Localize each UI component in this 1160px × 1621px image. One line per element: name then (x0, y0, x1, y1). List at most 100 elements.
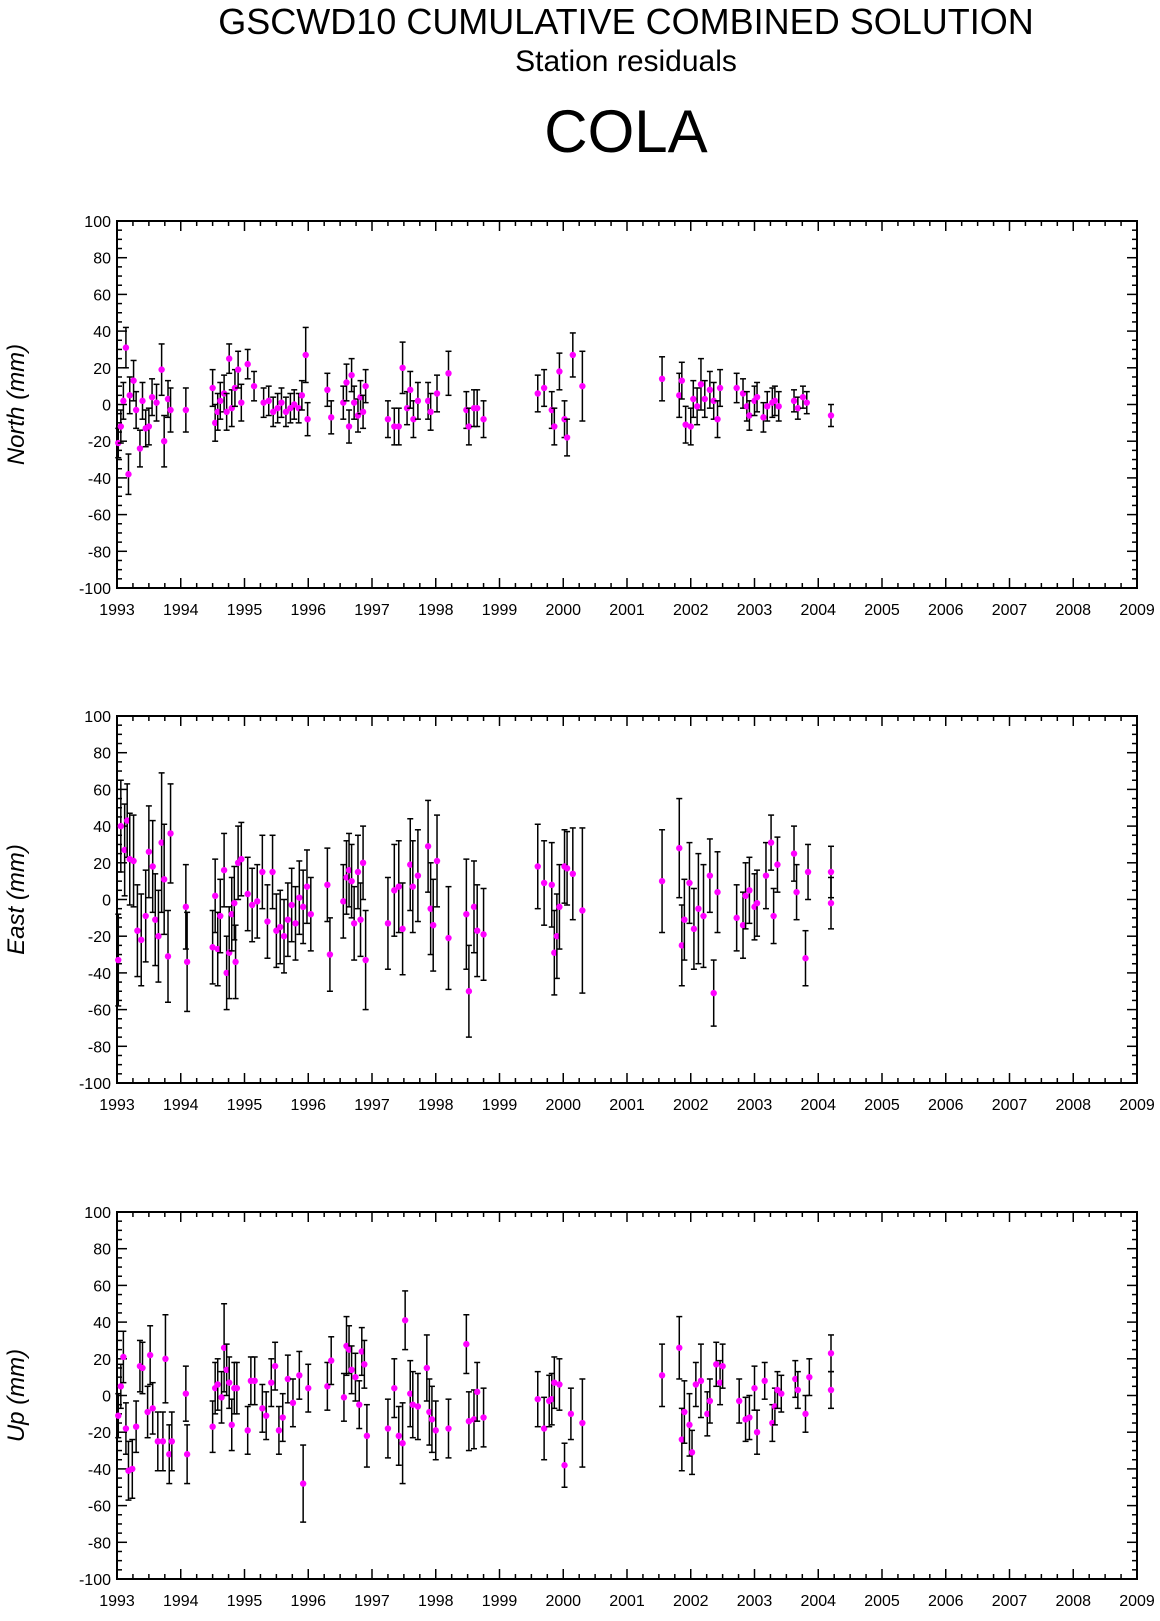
y-tick-label: -80 (88, 1039, 111, 1056)
data-point (223, 392, 230, 431)
marker (124, 817, 131, 824)
data-point (799, 385, 807, 409)
x-tick-label: 1994 (163, 602, 199, 619)
marker (395, 883, 402, 890)
marker (407, 1390, 414, 1397)
data-point (345, 832, 353, 908)
y-tick-label: 0 (102, 1389, 111, 1406)
data-point (804, 843, 812, 901)
y-tick-label: 80 (93, 746, 111, 763)
y-tick-label: -100 (79, 1572, 111, 1589)
data-point (579, 827, 586, 994)
marker (328, 1357, 335, 1364)
data-point (733, 372, 740, 404)
marker (244, 890, 251, 898)
marker (279, 1414, 286, 1421)
marker (534, 1395, 541, 1403)
marker (827, 1350, 835, 1357)
marker (399, 1440, 406, 1447)
marker (117, 423, 125, 430)
data-point (340, 1372, 348, 1422)
data-point (746, 1394, 753, 1441)
station-name: COLA (544, 98, 707, 165)
marker (274, 404, 281, 412)
marker (345, 423, 353, 430)
marker (579, 1419, 586, 1427)
marker (231, 899, 238, 907)
data-point (391, 843, 398, 937)
marker (166, 1451, 173, 1458)
marker (182, 903, 190, 911)
data-point (806, 1358, 813, 1397)
marker (352, 1373, 359, 1381)
data-point (534, 823, 541, 910)
marker (289, 1399, 297, 1407)
marker (540, 1425, 548, 1432)
marker (579, 382, 586, 390)
data-point (284, 882, 292, 958)
marker (391, 423, 398, 430)
marker (183, 958, 191, 966)
marker (233, 1384, 241, 1392)
marker (548, 1395, 555, 1403)
data-point (695, 852, 702, 965)
marker (706, 1397, 714, 1405)
x-tick-label: 2002 (673, 1097, 709, 1114)
data-point (217, 878, 224, 954)
marker (774, 861, 781, 868)
data-point (214, 1358, 221, 1411)
data-point (764, 390, 771, 422)
marker (551, 1379, 558, 1386)
marker (282, 408, 290, 416)
data-point (409, 1370, 416, 1439)
data-point (563, 418, 571, 457)
data-point (658, 356, 666, 402)
data-point (350, 885, 358, 961)
marker (746, 412, 753, 419)
data-point (433, 814, 441, 908)
marker (217, 397, 224, 405)
y-tick-label: -40 (88, 1462, 111, 1479)
marker (681, 916, 688, 923)
data-point (162, 1314, 169, 1404)
marker (534, 863, 541, 870)
marker (269, 868, 276, 876)
marker (120, 1353, 127, 1361)
marker (794, 1386, 802, 1394)
data-point (774, 836, 781, 893)
x-tick-label: 2009 (1119, 1593, 1155, 1610)
y-tick-label: -20 (88, 1425, 111, 1442)
data-point (395, 407, 402, 446)
data-point (304, 401, 311, 437)
data-point (676, 1315, 683, 1380)
marker (217, 912, 224, 920)
x-tick-label: 2009 (1119, 1097, 1155, 1114)
data-point (129, 1438, 136, 1500)
data-point (802, 1394, 809, 1433)
marker (384, 1425, 392, 1432)
marker (409, 883, 416, 890)
x-tick-label: 1994 (163, 1097, 199, 1114)
marker (326, 951, 334, 958)
data-point (359, 825, 367, 901)
data-point (733, 884, 740, 952)
data-point (209, 1400, 216, 1454)
y-tick-label: 20 (93, 1352, 111, 1369)
data-point (701, 379, 708, 419)
data-point (160, 414, 168, 468)
marker (733, 914, 740, 922)
data-point (288, 867, 295, 943)
data-point (158, 343, 165, 397)
data-point (719, 1343, 726, 1389)
y-axis-label: North (mm) (3, 344, 30, 465)
data-point (706, 1378, 714, 1424)
marker (719, 1362, 726, 1370)
data-point (678, 361, 686, 400)
data-point (423, 1334, 431, 1402)
marker (775, 403, 782, 410)
marker (269, 408, 277, 416)
marker (292, 920, 299, 927)
data-point (277, 889, 284, 965)
marker (561, 1462, 568, 1469)
data-point (463, 1314, 470, 1375)
